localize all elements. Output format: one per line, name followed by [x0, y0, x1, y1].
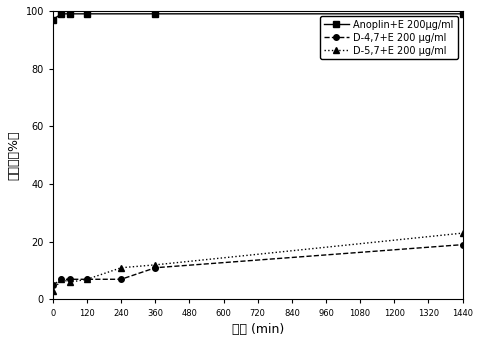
Anoplin+E 200μg/ml: [84, 12, 90, 16]
D-5,7+E 200 μg/ml: [118, 266, 124, 270]
Anoplin+E 200μg/ml: [67, 12, 73, 16]
D-5,7+E 200 μg/ml: [59, 277, 64, 281]
Anoplin+E 200μg/ml: [153, 12, 158, 16]
D-4,7+E 200 μg/ml: [153, 266, 158, 270]
Line: D-5,7+E 200 μg/ml: D-5,7+E 200 μg/ml: [50, 230, 465, 294]
D-5,7+E 200 μg/ml: [50, 289, 56, 293]
D-5,7+E 200 μg/ml: [460, 231, 466, 235]
D-5,7+E 200 μg/ml: [153, 263, 158, 267]
D-4,7+E 200 μg/ml: [460, 243, 466, 247]
Line: D-4,7+E 200 μg/ml: D-4,7+E 200 μg/ml: [50, 242, 465, 288]
Anoplin+E 200μg/ml: [50, 17, 56, 22]
D-4,7+E 200 μg/ml: [59, 277, 64, 281]
Legend: Anoplin+E 200μg/ml, D-4,7+E 200 μg/ml, D-5,7+E 200 μg/ml: Anoplin+E 200μg/ml, D-4,7+E 200 μg/ml, D…: [320, 16, 458, 59]
Y-axis label: 降解率（%）: 降解率（%）: [7, 130, 20, 180]
D-5,7+E 200 μg/ml: [84, 277, 90, 281]
Line: Anoplin+E 200μg/ml: Anoplin+E 200μg/ml: [50, 11, 465, 22]
X-axis label: 时间 (min): 时间 (min): [232, 323, 284, 336]
Anoplin+E 200μg/ml: [460, 12, 466, 16]
D-4,7+E 200 μg/ml: [118, 277, 124, 281]
D-4,7+E 200 μg/ml: [50, 283, 56, 287]
D-5,7+E 200 μg/ml: [67, 280, 73, 284]
D-4,7+E 200 μg/ml: [67, 277, 73, 281]
D-4,7+E 200 μg/ml: [84, 277, 90, 281]
Anoplin+E 200μg/ml: [59, 12, 64, 16]
